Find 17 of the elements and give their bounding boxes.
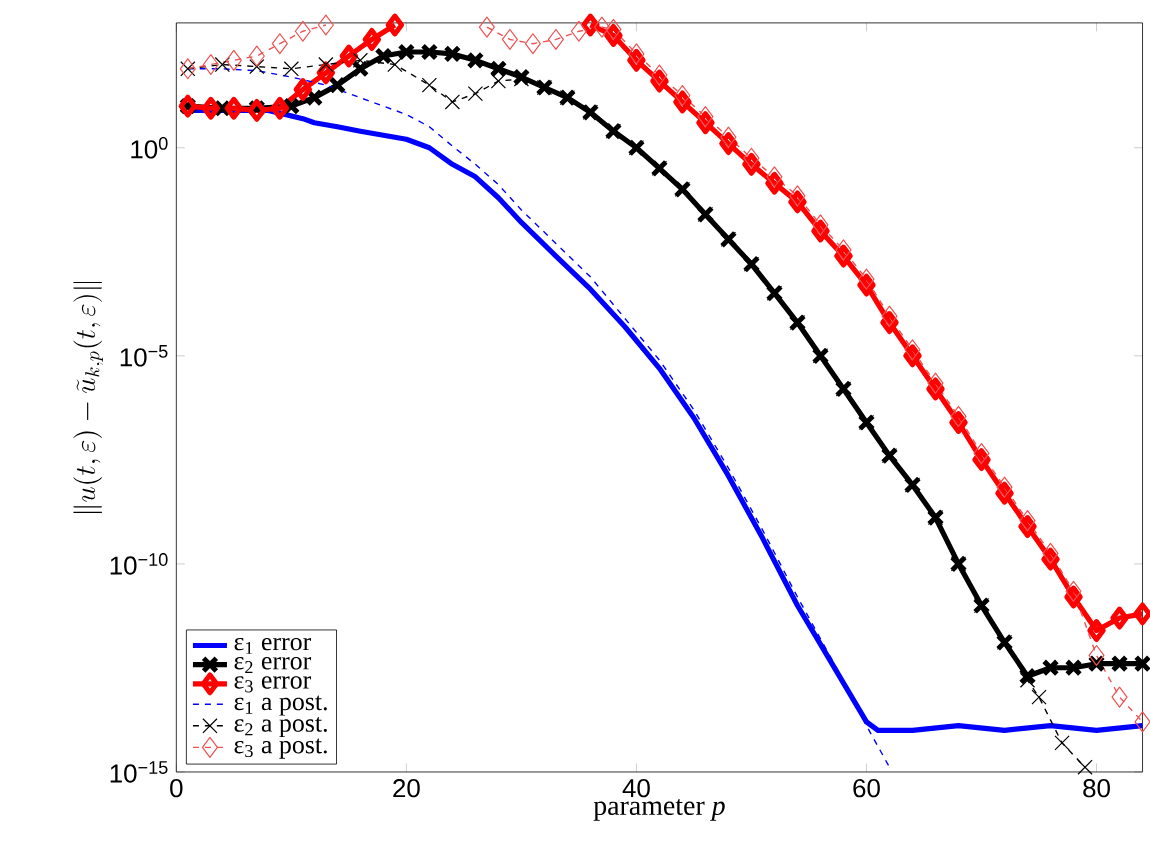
x-tick-label: 40	[622, 779, 650, 798]
x-tick-label: 60	[853, 779, 880, 798]
y-tick-label: 10$^{0}$	[131, 137, 168, 159]
legend-label: ε$_{1}$ error	[234, 638, 312, 655]
x-axis-title: parameter p	[593, 799, 725, 821]
y-axis-title: $\|u(t,\varepsilon)-\widetilde{u}_{k,p}(t,\varepsilon)\|$	[73, 282, 104, 514]
x-tick-label: 0	[170, 779, 183, 798]
legend-label: ε$_{3}$ error	[234, 676, 312, 693]
y-tick-label: 10$^{−5}$	[120, 345, 168, 367]
y-tick-label: 10$^{−10}$	[110, 553, 168, 575]
legend-label: ε$_{3}$ a post.	[234, 738, 327, 759]
legend-label: ε$_{2}$ error	[234, 657, 312, 674]
y-tick-label: 10$^{−15}$	[110, 761, 168, 783]
legend-label: ε$_{1}$ a post.	[234, 695, 327, 716]
x-tick-label: 80	[1083, 779, 1110, 798]
x-tick-label: 20	[393, 779, 420, 798]
legend-label: ε$_{2}$ a post.	[234, 717, 327, 738]
